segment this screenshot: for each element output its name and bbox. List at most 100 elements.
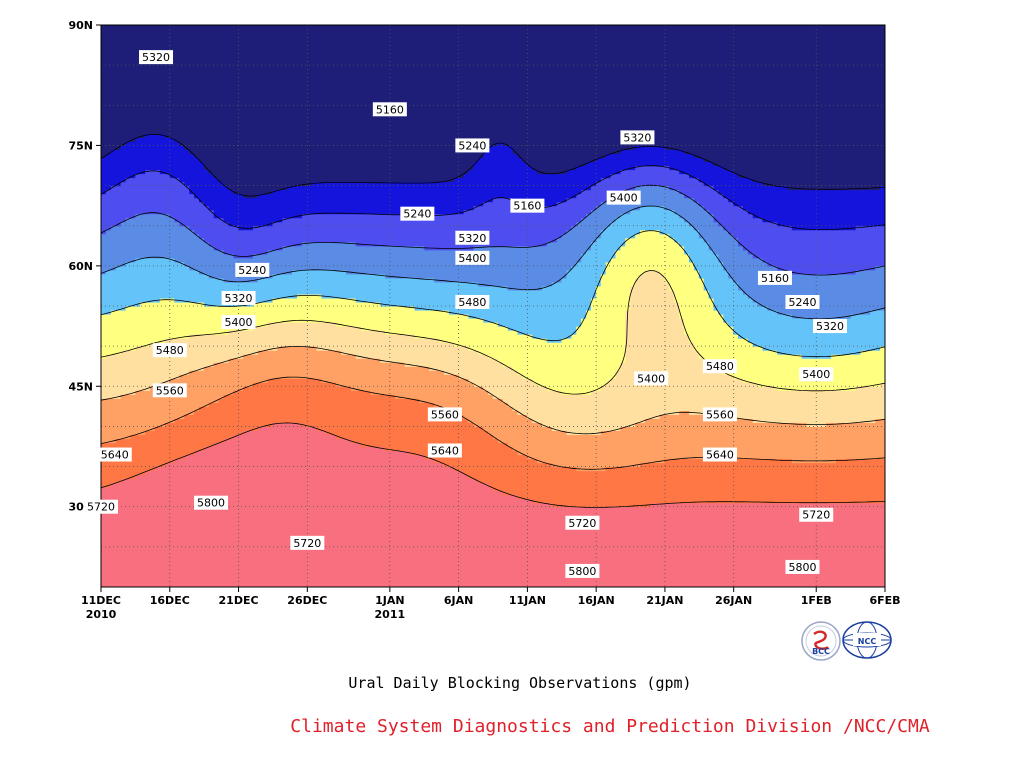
contour-band-cell <box>125 466 131 472</box>
contour-band-cell <box>140 249 146 255</box>
contour-band-cell <box>154 193 161 199</box>
contour-band-cell <box>248 249 254 255</box>
contour-band-cell <box>223 125 229 130</box>
contour-band-cell <box>208 350 215 355</box>
contour-band-cell <box>262 77 269 82</box>
contour-band-cell <box>199 314 205 319</box>
contour-band-cell <box>130 241 136 247</box>
contour-band-cell <box>243 406 249 411</box>
contour-band-cell <box>115 330 122 335</box>
contour-band-cell <box>179 245 185 251</box>
contour-band-cell <box>130 209 136 215</box>
contour-band-cell <box>218 113 225 118</box>
contour-band-cell <box>101 197 107 203</box>
contour-band-cell <box>150 137 156 143</box>
contour-band-cell <box>150 129 156 134</box>
contour-band-cell <box>135 406 141 411</box>
contour-band-cell <box>115 370 122 375</box>
contour-band-cell <box>105 281 112 287</box>
contour-band-cell <box>213 41 220 46</box>
contour-band-cell <box>267 306 274 311</box>
contour-band-cell <box>248 374 254 379</box>
contour-band-cell <box>267 117 274 122</box>
contour-band-cell <box>120 93 127 98</box>
contour-band-cell <box>150 221 156 227</box>
contour-band-cell <box>145 414 151 419</box>
contour-band-cell <box>203 478 210 484</box>
contour-band-cell <box>130 346 136 351</box>
contour-band-cell <box>110 574 117 580</box>
contour-band-cell <box>243 249 249 255</box>
contour-band-cell <box>120 326 127 331</box>
contour-band-cell <box>135 390 141 395</box>
contour-band-cell <box>233 157 239 163</box>
contour-band-cell <box>140 342 146 347</box>
contour-band-cell <box>120 121 127 126</box>
contour-band-cell <box>101 546 107 552</box>
contour-band-cell <box>135 518 141 524</box>
contour-band-cell <box>267 382 274 387</box>
contour-band-cell <box>145 81 151 86</box>
contour-band-cell <box>101 153 107 159</box>
contour-band-cell <box>252 530 259 536</box>
contour-band-cell <box>150 41 156 46</box>
contour-band-cell <box>272 322 278 327</box>
contour-band-cell <box>262 546 269 552</box>
contour-band-cell <box>262 374 269 379</box>
contour-band-cell <box>179 358 185 363</box>
contour-band-cell <box>159 514 166 520</box>
contour-band-cell <box>213 534 220 540</box>
contour-band-cell <box>252 382 259 387</box>
contour-band-cell <box>252 45 259 50</box>
contour-band-cell <box>194 221 200 227</box>
contour-band-cell <box>257 37 264 42</box>
contour-band-cell <box>159 506 166 512</box>
contour-band-cell <box>203 518 210 524</box>
contour-band-cell <box>145 454 151 460</box>
contour-band-cell <box>101 237 107 243</box>
contour-band-cell <box>164 326 171 331</box>
contour-band-cell <box>105 442 112 448</box>
contour-band-cell <box>159 458 166 464</box>
contour-band-cell <box>194 394 200 399</box>
contour-band-cell <box>154 414 161 419</box>
contour-band-cell <box>130 229 136 235</box>
contour-band-cell <box>262 426 269 432</box>
contour-band-cell <box>248 241 254 247</box>
contour-band-cell <box>252 105 259 110</box>
contour-band-cell <box>218 522 225 528</box>
contour-band-cell <box>252 245 259 251</box>
contour-band-cell <box>150 257 156 263</box>
contour-band-cell <box>105 193 112 199</box>
contour-band-cell <box>174 422 180 428</box>
contour-band-cell <box>223 237 229 243</box>
contour-band-cell <box>101 554 107 560</box>
contour-band-cell <box>115 25 122 30</box>
contour-band-cell <box>189 181 195 187</box>
contour-band-cell <box>252 470 259 476</box>
contour-band-cell <box>101 402 107 407</box>
contour-band-cell <box>110 165 117 171</box>
contour-band-cell <box>208 97 215 102</box>
contour-band-cell <box>159 470 166 476</box>
contour-band-cell <box>159 257 166 263</box>
contour-band-cell <box>110 410 117 415</box>
contour-band-cell <box>233 229 239 235</box>
contour-band-cell <box>105 33 112 38</box>
contour-band-cell <box>120 145 127 151</box>
contour-band-cell <box>257 446 264 452</box>
contour-band-cell <box>101 574 107 580</box>
contour-band-cell <box>174 57 180 62</box>
contour-band-cell <box>169 117 176 122</box>
contour-band-cell <box>223 410 229 415</box>
contour-band-cell <box>145 201 151 207</box>
contour-band-cell <box>125 366 131 371</box>
contour-band-cell <box>194 446 200 452</box>
contour-band-cell <box>140 382 146 387</box>
contour-band-cell <box>223 233 229 239</box>
contour-band-cell <box>120 526 127 532</box>
contour-band-cell <box>233 97 239 102</box>
contour-band-cell <box>238 141 244 147</box>
contour-band-cell <box>105 574 112 580</box>
contour-band-cell <box>125 65 131 70</box>
